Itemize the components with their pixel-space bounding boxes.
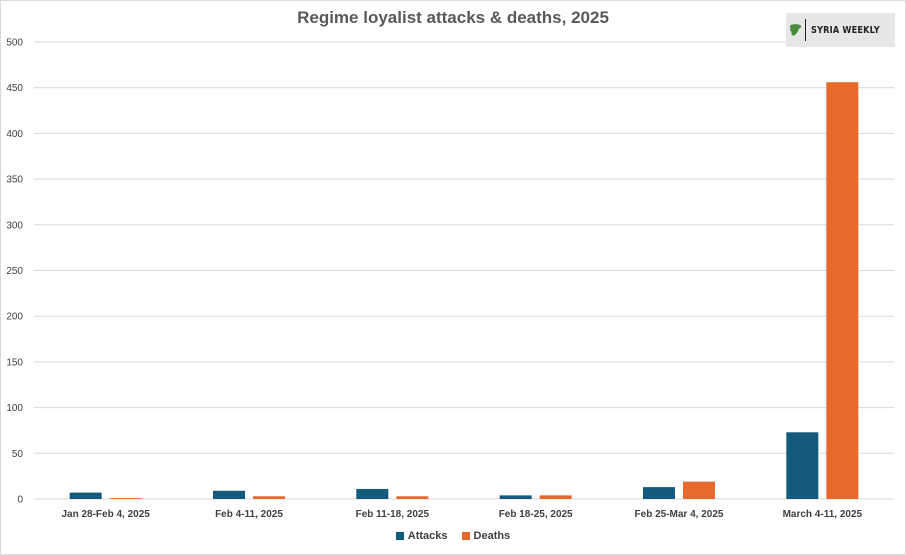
legend-swatch-attacks <box>395 532 404 540</box>
y-tick-label: 50 <box>12 449 24 460</box>
x-tick-label: Feb 18-25, 2025 <box>499 509 573 520</box>
legend-item-deaths[interactable]: Deaths <box>461 530 511 542</box>
x-tick-label: Jan 28-Feb 4, 2025 <box>61 509 150 520</box>
legend-label-attacks: Attacks <box>407 530 448 542</box>
legend: Attacks Deaths <box>0 530 906 542</box>
bar-attacks <box>786 432 819 499</box>
bar-attacks <box>643 487 675 499</box>
y-tick-label: 350 <box>6 175 23 186</box>
y-tick-label: 500 <box>6 38 23 49</box>
bars <box>69 82 859 499</box>
syria-map-icon <box>789 24 802 36</box>
bar-attacks <box>69 492 102 499</box>
bar-attacks <box>499 495 532 499</box>
y-tick-label: 0 <box>17 495 23 506</box>
y-tick-label: 450 <box>6 83 23 94</box>
y-axis-ticks: 0 50 100 150 200 250 300 350 400 450 500 <box>6 38 23 506</box>
bar-deaths <box>826 82 859 499</box>
gridlines <box>34 41 894 500</box>
y-tick-label: 300 <box>6 220 23 231</box>
bar-deaths <box>396 496 429 499</box>
logo-divider <box>805 19 807 41</box>
bar-attacks <box>213 490 245 499</box>
legend-label-deaths: Deaths <box>473 530 511 542</box>
legend-swatch-deaths <box>461 532 470 540</box>
x-axis-labels: Jan 28-Feb 4, 2025 Feb 4-11, 2025 Feb 11-1… <box>61 509 862 520</box>
bar-deaths <box>683 481 715 499</box>
y-tick-label: 150 <box>6 357 23 368</box>
syria-weekly-logo: SYRIA WEEKLY <box>786 13 895 47</box>
chart-title: Regime loyalist attacks & deaths, 2025 <box>297 8 609 27</box>
legend-item-attacks[interactable]: Attacks <box>395 530 448 542</box>
y-tick-label: 250 <box>6 266 23 277</box>
y-tick-label: 100 <box>6 403 23 414</box>
y-tick-label: 200 <box>6 312 23 323</box>
x-tick-label: Feb 25-Mar 4, 2025 <box>635 509 724 520</box>
bar-deaths <box>253 496 285 499</box>
x-tick-label: Feb 4-11, 2025 <box>215 509 283 520</box>
y-tick-label: 400 <box>6 129 23 140</box>
logo-text: SYRIA WEEKLY <box>811 24 880 36</box>
bar-deaths <box>539 495 572 499</box>
bar-attacks <box>356 488 389 499</box>
x-tick-label: Feb 11-18, 2025 <box>356 509 430 520</box>
bar-deaths <box>109 498 142 499</box>
x-tick-label: March 4-11, 2025 <box>783 509 863 520</box>
